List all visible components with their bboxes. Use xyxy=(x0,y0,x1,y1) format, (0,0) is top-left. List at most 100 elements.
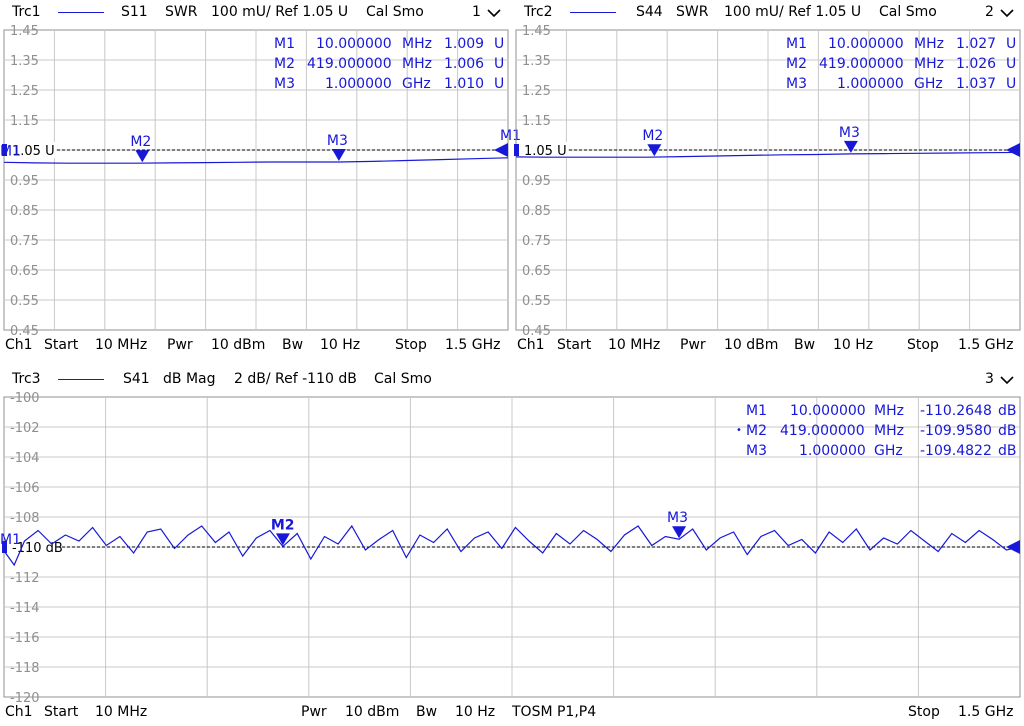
trc2-chevron-down-icon[interactable] xyxy=(1000,8,1014,18)
stop-label: Stop xyxy=(907,337,939,353)
channel-label[interactable]: Ch1 xyxy=(5,337,33,353)
marker-vunit: dB xyxy=(998,443,1017,459)
marker-name: M1 xyxy=(786,36,807,52)
trc2-plot[interactable]: 1.45 1.35 1.25 1.15 0.95 0.85 0.75 0.65 0.55 0.45… xyxy=(512,24,1024,339)
y-tick-label: 0.95 xyxy=(10,174,39,189)
marker-value: 1.037 xyxy=(956,76,997,92)
trc3-marker-row-m3[interactable]: M3 1.000000 GHz -109.4822 dB xyxy=(734,441,1020,461)
trc1-marker-table: M1 10.000000 MHz 1.009 U M2 419.000000 MHz 1.00… xyxy=(272,34,508,96)
trc2-param[interactable]: S44 xyxy=(636,4,663,20)
reference-label: 1.05 U xyxy=(12,144,55,159)
marker-name: M3 xyxy=(274,76,295,92)
bw-value[interactable]: 10 Hz xyxy=(455,704,496,720)
bw-label: Bw xyxy=(282,337,304,353)
trc1-marker-row-m2[interactable]: M2 419.000000 MHz 1.006 U xyxy=(272,54,508,74)
reference-arrow-left-icon xyxy=(514,144,519,156)
trc2-marker-table: M1 10.000000 MHz 1.027 U M2 419.000000 MHz 1.02… xyxy=(784,34,1020,96)
trc3-chevron-down-icon[interactable] xyxy=(1000,375,1014,385)
marker-unit: MHz xyxy=(914,36,944,52)
cal-label: TOSM P1,P4 xyxy=(512,704,597,720)
marker-unit: GHz xyxy=(914,76,943,92)
marker-freq: 1.000000 xyxy=(837,76,904,92)
marker-unit: MHz xyxy=(402,36,432,52)
start-value[interactable]: 10 MHz xyxy=(95,337,148,353)
marker-value: 1.006 xyxy=(444,56,485,72)
marker-label: M2 xyxy=(130,134,151,150)
reference-label: 1.05 U xyxy=(524,144,567,159)
trc3-trace-label[interactable]: Trc3 xyxy=(12,371,41,387)
y-tick-label: -100 xyxy=(10,391,40,406)
channel-label[interactable]: Ch1 xyxy=(517,337,545,353)
trc2-cal: Cal Smo xyxy=(879,4,937,20)
pwr-value[interactable]: 10 dBm xyxy=(724,337,779,353)
trc2-scale[interactable]: 100 mU/ Ref 1.05 U xyxy=(724,4,862,20)
trc2-legend-line xyxy=(570,12,616,13)
pwr-value[interactable]: 10 dBm xyxy=(211,337,266,353)
pwr-value[interactable]: 10 dBm xyxy=(345,704,400,720)
trc1-marker-row-m3[interactable]: M3 1.000000 GHz 1.010 U xyxy=(272,74,508,94)
reference-label-bg xyxy=(6,142,56,158)
trc3-marker-row-m2[interactable]: • M2 419.000000 MHz -109.9580 dB xyxy=(734,421,1020,441)
marker-unit: GHz xyxy=(402,76,431,92)
trace-line xyxy=(3,157,509,164)
marker-triangle-icon xyxy=(647,144,662,157)
trc3-marker-row-m1[interactable]: M1 10.000000 MHz -110.2648 dB xyxy=(734,401,1020,421)
y-tick-label: 1.45 xyxy=(10,24,39,39)
trc3-param[interactable]: S41 xyxy=(123,371,150,387)
trc1-marker-row-m1[interactable]: M1 10.000000 MHz 1.009 U xyxy=(272,34,508,54)
marker-vunit: U xyxy=(494,56,505,72)
stop-value[interactable]: 1.5 GHz xyxy=(958,704,1014,720)
reference-label: -110 dB xyxy=(12,541,63,556)
trc3-scale[interactable]: 2 dB/ Ref -110 dB xyxy=(234,371,357,387)
start-value[interactable]: 10 MHz xyxy=(95,704,148,720)
marker-vunit: U xyxy=(1006,56,1017,72)
trace-line xyxy=(3,524,1021,567)
marker-vunit: U xyxy=(494,76,505,92)
trc1-format[interactable]: SWR xyxy=(165,4,198,20)
start-value[interactable]: 10 MHz xyxy=(608,337,661,353)
channel-label[interactable]: Ch1 xyxy=(5,704,33,720)
bw-label: Bw xyxy=(794,337,816,353)
stop-value[interactable]: 1.5 GHz xyxy=(958,337,1014,353)
stop-value[interactable]: 1.5 GHz xyxy=(445,337,501,353)
bw-value[interactable]: 10 Hz xyxy=(833,337,874,353)
trc2-trace-label[interactable]: Trc2 xyxy=(524,4,553,20)
trc3-plot[interactable]: -100 -102 -104 -106 -108 -112 -114 -116 -118 -120… xyxy=(0,391,1024,706)
marker-value: -109.4822 xyxy=(920,443,992,459)
marker-triangle-icon xyxy=(672,526,687,539)
reference-arrow-left-icon xyxy=(2,144,7,156)
trc1-cal: Cal Smo xyxy=(366,4,424,20)
trc1-number[interactable]: 1 xyxy=(472,4,481,20)
trc2-header: Trc2 S44 SWR 100 mU/ Ref 1.05 U Cal Smo … xyxy=(512,1,1024,23)
trc1-trace-label[interactable]: Trc1 xyxy=(12,4,41,20)
marker-value: 1.010 xyxy=(444,76,485,92)
marker-unit: MHz xyxy=(914,56,944,72)
trc2-format[interactable]: SWR xyxy=(676,4,709,20)
y-tick-label: 1.35 xyxy=(522,54,551,69)
marker-triangle-icon xyxy=(275,533,290,546)
trc1-scale[interactable]: 100 mU/ Ref 1.05 U xyxy=(211,4,349,20)
marker-vunit: U xyxy=(1006,76,1017,92)
trc3-footer: Ch1 Start 10 MHz Pwr 10 dBm Bw 10 Hz TOS… xyxy=(0,701,1024,723)
trc1-param[interactable]: S11 xyxy=(121,4,148,20)
reference-label-bg xyxy=(6,539,56,555)
marker-freq: 1.000000 xyxy=(799,443,866,459)
marker-label: M2 xyxy=(642,128,663,144)
trc2-marker-row-m1[interactable]: M1 10.000000 MHz 1.027 U xyxy=(784,34,1020,54)
bw-label: Bw xyxy=(416,704,438,720)
stop-label: Stop xyxy=(395,337,427,353)
trc2-number[interactable]: 2 xyxy=(985,4,994,20)
trc3-number[interactable]: 3 xyxy=(985,371,994,387)
bw-value[interactable]: 10 Hz xyxy=(320,337,361,353)
trc3-format[interactable]: dB Mag xyxy=(163,371,216,387)
marker-value: 1.009 xyxy=(444,36,485,52)
y-tick-label: -106 xyxy=(10,481,40,496)
trc1-chevron-down-icon[interactable] xyxy=(487,8,501,18)
marker-freq: 10.000000 xyxy=(790,403,866,419)
trc2-marker-row-m2[interactable]: M2 419.000000 MHz 1.026 U xyxy=(784,54,1020,74)
marker-name: M2 xyxy=(274,56,295,72)
trc1-plot[interactable]: 1.45 1.35 1.25 1.15 0.95 0.85 0.75 0.65 0.55 0.45… xyxy=(0,24,521,339)
y-tick-label: 1.25 xyxy=(10,84,39,99)
y-tick-label: 0.95 xyxy=(522,174,551,189)
trc2-marker-row-m3[interactable]: M3 1.000000 GHz 1.037 U xyxy=(784,74,1020,94)
